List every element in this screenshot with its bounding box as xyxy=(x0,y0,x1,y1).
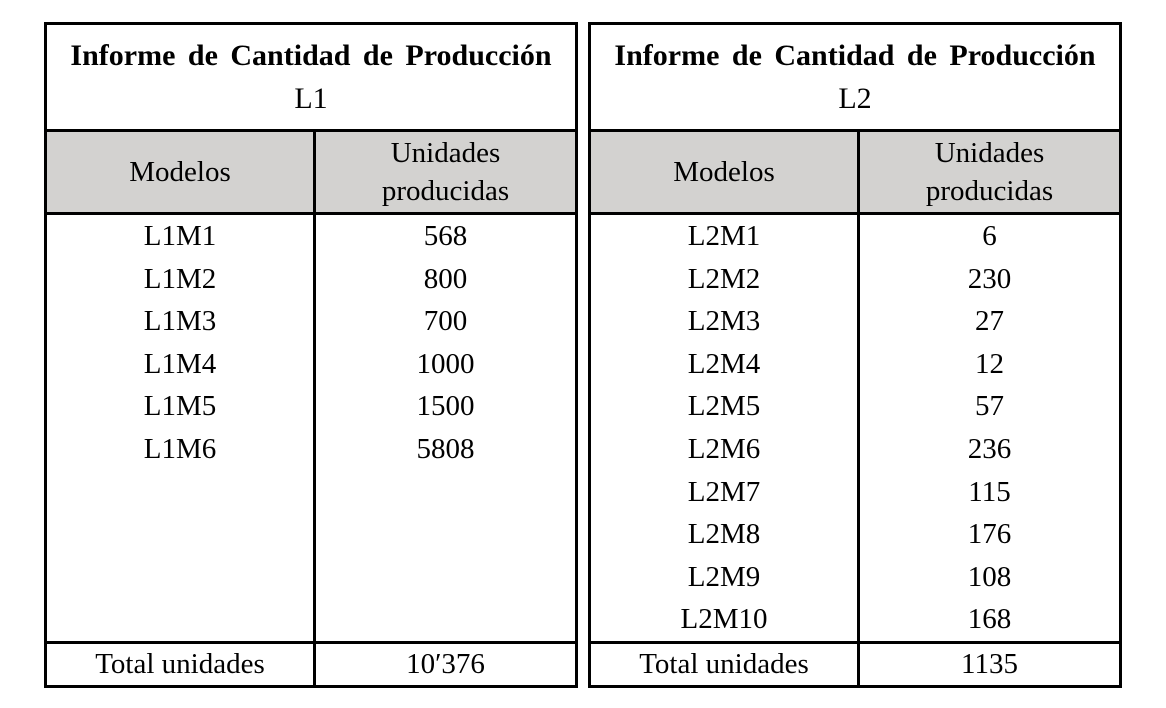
table-l1-column-header-units-label: Unidades producidas xyxy=(381,137,510,207)
table-l2-title: Informe de Cantidad de Producción xyxy=(614,39,1096,72)
table-row-units: 5808 xyxy=(416,432,475,465)
table-l1-column-header-models: Modelos xyxy=(129,156,231,188)
table-l1-total-row: Total unidades 10′376 xyxy=(47,641,575,685)
table-l1-units-column: 568 800 700 1000 1500 5808 xyxy=(313,215,575,641)
table-row-units: 800 xyxy=(423,262,468,295)
table-l1-total-value: 10′376 xyxy=(313,644,575,685)
table-l2-column-header-models: Modelos xyxy=(673,156,775,188)
table-row-model: L2M5 xyxy=(687,390,761,423)
table-l1-subtitle: L1 xyxy=(294,82,328,115)
table-row-model: L2M4 xyxy=(687,347,761,380)
table-l2-units-column: 6 230 27 12 57 236 115 176 108 168 xyxy=(857,215,1119,641)
table-row-units: 168 xyxy=(967,603,1012,636)
table-row-units: 700 xyxy=(423,305,468,338)
table-row-units: 568 xyxy=(423,220,468,252)
table-l1-column-header-units: Unidades producidas xyxy=(313,132,575,212)
table-row-model: L2M3 xyxy=(687,305,761,338)
table-row-units: 1000 xyxy=(416,347,475,380)
table-row-model: L2M9 xyxy=(687,560,761,593)
table-row-model: L2M6 xyxy=(687,432,761,465)
table-row-units: 1500 xyxy=(416,390,475,423)
table-l1-total-label: Total unidades xyxy=(95,648,265,680)
table-l1-title: Informe de Cantidad de Producción xyxy=(70,39,552,72)
table-row-units: 57 xyxy=(975,390,1004,423)
table-row-model: L2M1 xyxy=(687,220,761,252)
table-row-units: 108 xyxy=(967,560,1012,593)
table-row-units: 27 xyxy=(975,305,1004,338)
table-l1-models-column: L1M1 L1M2 L1M3 L1M4 L1M5 L1M6 xyxy=(47,215,313,641)
production-reports-container: Informe de Cantidad de Producción L1 Mod… xyxy=(44,22,1122,688)
table-l2-total-row: Total unidades 1135 xyxy=(591,641,1119,685)
table-l1-header-row: Modelos Unidades producidas xyxy=(47,132,575,215)
table-row-model: L1M3 xyxy=(143,305,217,338)
table-l2-column-header-units: Unidades producidas xyxy=(857,132,1119,212)
table-l2-total-label: Total unidades xyxy=(639,648,809,680)
table-row-model: L1M5 xyxy=(143,390,217,423)
table-row-units: 230 xyxy=(967,262,1012,295)
table-row-model: L1M4 xyxy=(143,347,217,380)
table-row-model: L2M7 xyxy=(687,475,761,508)
table-l2-column-header-units-label: Unidades producidas xyxy=(925,137,1054,207)
table-row-units: 236 xyxy=(967,432,1012,465)
table-row-model: L2M2 xyxy=(687,262,761,295)
table-l2-models-column: L2M1 L2M2 L2M3 L2M4 L2M5 L2M6 L2M7 L2M8 … xyxy=(591,215,857,641)
table-row-units: 176 xyxy=(967,518,1012,551)
table-l1-title-row: Informe de Cantidad de Producción L1 xyxy=(47,25,575,132)
table-row-units: 12 xyxy=(975,347,1004,380)
table-l2-header-row: Modelos Unidades producidas xyxy=(591,132,1119,215)
table-row-units: 6 xyxy=(982,220,997,252)
table-l2-title-row: Informe de Cantidad de Producción L2 xyxy=(591,25,1119,132)
table-l2-data-area: L2M1 L2M2 L2M3 L2M4 L2M5 L2M6 L2M7 L2M8 … xyxy=(591,215,1119,641)
table-row-model: L1M2 xyxy=(143,262,217,295)
production-report-table-l2: Informe de Cantidad de Producción L2 Mod… xyxy=(588,22,1122,688)
table-row-model: L2M8 xyxy=(687,518,761,551)
table-row-units: 115 xyxy=(968,475,1011,508)
table-row-model: L2M10 xyxy=(680,603,768,636)
table-l2-total-value: 1135 xyxy=(857,644,1119,685)
production-report-table-l1: Informe de Cantidad de Producción L1 Mod… xyxy=(44,22,578,688)
table-l1-data-area: L1M1 L1M2 L1M3 L1M4 L1M5 L1M6 568 800 70… xyxy=(47,215,575,641)
table-l2-subtitle: L2 xyxy=(838,82,872,115)
table-row-model: L1M6 xyxy=(143,432,217,465)
table-row-model: L1M1 xyxy=(143,220,217,252)
